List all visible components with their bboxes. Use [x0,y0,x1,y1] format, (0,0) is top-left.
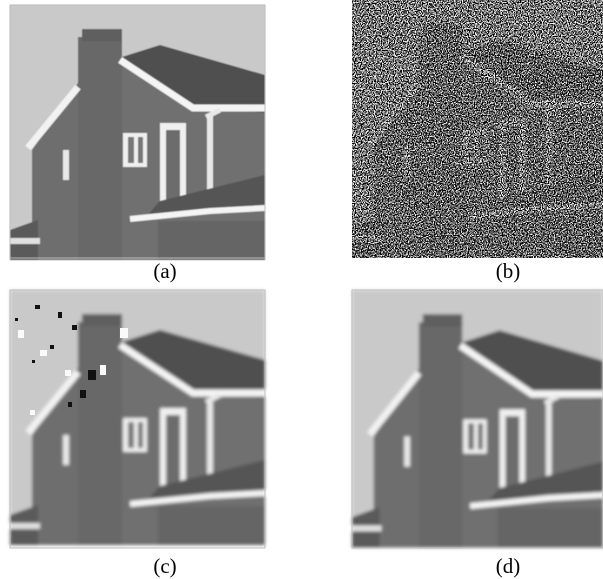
caption: (a) [153,259,176,283]
caption: (c) [153,554,176,578]
caption: (b) [496,259,521,283]
caption: (d) [496,554,521,578]
panel-a-image [10,5,265,260]
panel-c-image [10,290,265,548]
panel-b-image [352,0,603,258]
figure: (a) (b) (c) (d) [0,0,603,579]
panel-d-image [352,290,603,548]
